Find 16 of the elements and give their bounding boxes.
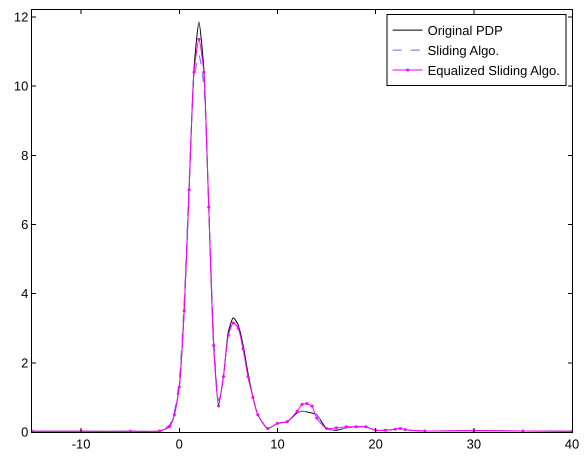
x-tick-label: -10	[72, 436, 90, 452]
y-tick-label: 0	[21, 424, 28, 440]
x-tick-label: 0	[176, 436, 183, 452]
y-tick-label: 4	[21, 286, 28, 302]
y-tick-label: 2	[21, 355, 28, 370]
y-tick-label: 12	[14, 9, 28, 24]
legend-label: Original PDP	[428, 23, 503, 38]
x-tick-label: 40	[564, 436, 580, 452]
y-tick-label: 10	[14, 78, 28, 94]
legend-label: Sliding Algo.	[428, 43, 500, 58]
y-tick-label: 6	[21, 217, 28, 232]
x-tick-label: 10	[270, 436, 285, 452]
y-tick-label: 8	[21, 148, 28, 163]
legend-label: Equalized Sliding Algo.	[428, 63, 560, 78]
x-tick-label: 20	[368, 436, 383, 452]
x-tick-label: 30	[466, 436, 482, 452]
